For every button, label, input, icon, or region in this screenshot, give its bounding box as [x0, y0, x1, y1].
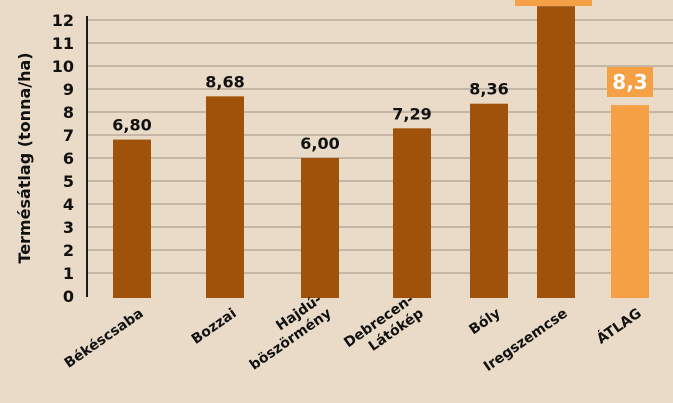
y-tick-label: 11 [52, 34, 74, 53]
bar [470, 103, 508, 298]
y-tick-label: 8 [63, 103, 74, 122]
y-tick-label: 3 [63, 218, 74, 237]
bars [113, 6, 649, 298]
bar-average [611, 105, 649, 298]
bar [393, 128, 431, 298]
value-label: 8,68 [205, 72, 244, 91]
value-label: 6,80 [112, 116, 151, 135]
y-tick-label: 9 [63, 80, 74, 99]
y-axis-title: Termésátlag (tonna/ha) [15, 52, 34, 263]
value-label: 7,29 [392, 104, 431, 123]
y-tick-label: 5 [63, 172, 74, 191]
gridlines [87, 19, 673, 274]
y-tick-label: 12 [52, 11, 74, 30]
y-tick-label: 0 [63, 287, 74, 306]
value-labels: 6,80 8,68 6,00 7,29 8,36 8,3 [112, 0, 653, 153]
value-label: 8,36 [469, 80, 508, 99]
value-label-average: 8,3 [612, 70, 647, 94]
bar [206, 96, 244, 298]
clipped-label-box [515, 0, 592, 6]
bar [113, 139, 151, 298]
y-tick-label: 7 [63, 126, 74, 145]
bar [537, 6, 575, 298]
y-tick-label: 4 [63, 195, 74, 214]
value-label: 6,00 [300, 134, 339, 153]
bar [301, 158, 339, 298]
average-label-box [607, 67, 653, 97]
y-tick-label: 2 [63, 241, 74, 260]
y-tick-label: 6 [63, 149, 74, 168]
y-tick-label: 1 [63, 264, 74, 283]
y-tick-label: 10 [52, 57, 74, 76]
